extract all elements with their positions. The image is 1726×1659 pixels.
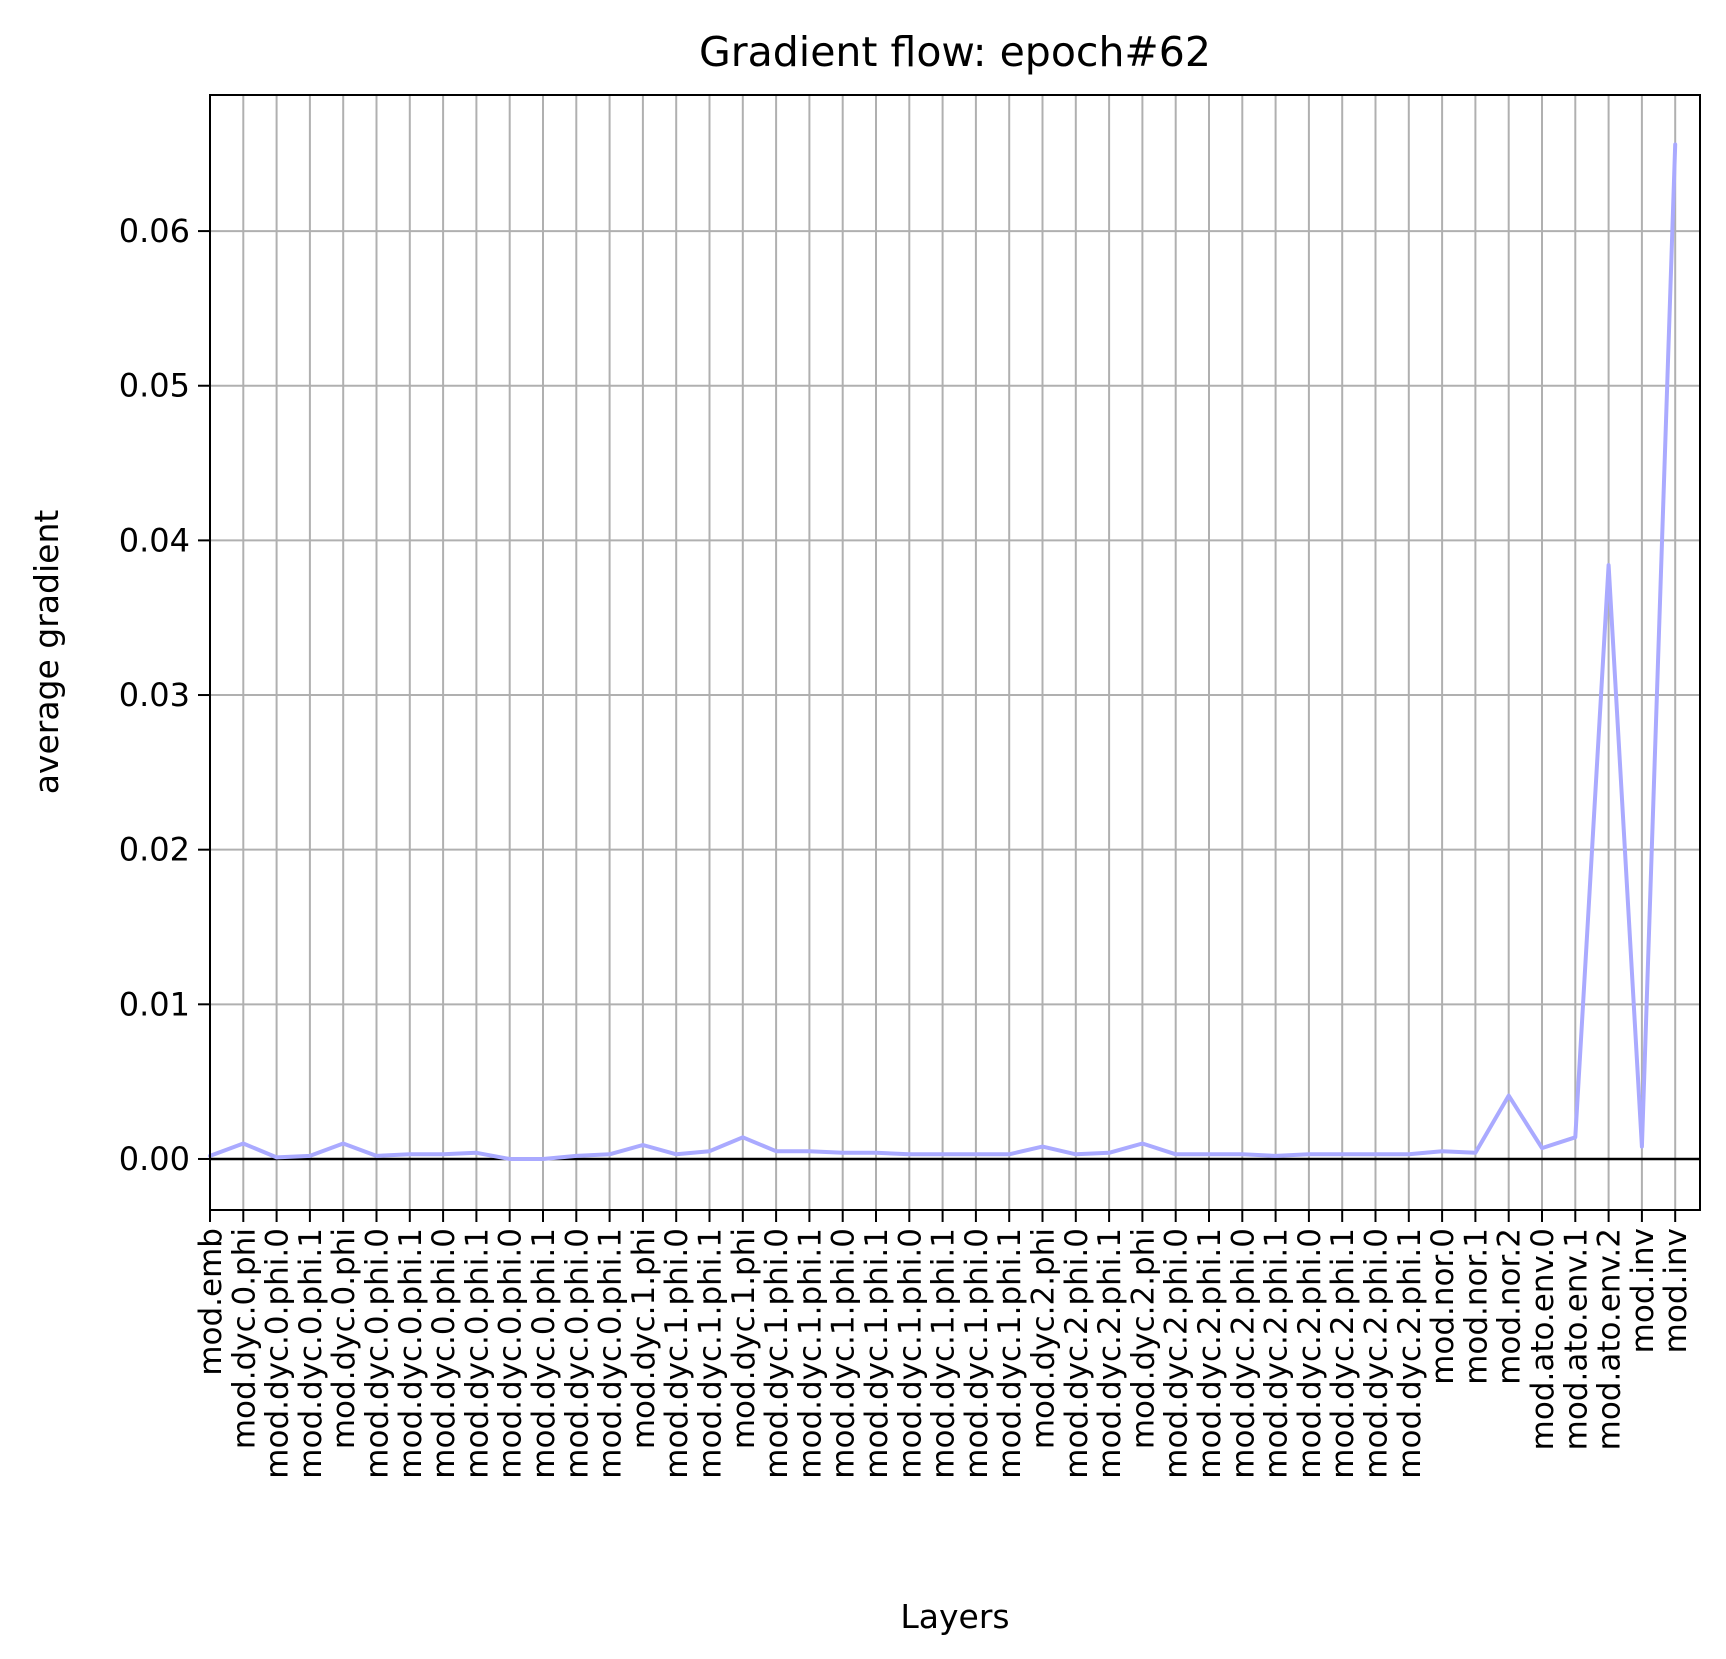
x-tick-label: mod.dyc.0.phi.0 xyxy=(559,1228,595,1479)
x-tick-label: mod.dyc.1.phi.1 xyxy=(792,1228,828,1479)
x-tick-label: mod.dyc.0.phi.1 xyxy=(293,1228,329,1479)
x-tick-label: mod.inv xyxy=(1658,1228,1694,1353)
x-tick-label: mod.dyc.1.phi xyxy=(726,1228,762,1449)
x-tick-label: mod.dyc.1.phi xyxy=(626,1228,662,1449)
x-tick-label: mod.dyc.2.phi xyxy=(1026,1228,1062,1449)
x-tick-label: mod.dyc.0.phi.0 xyxy=(360,1228,396,1479)
y-tick-label: 0.04 xyxy=(119,521,190,559)
x-tick-label: mod.dyc.1.phi.1 xyxy=(992,1228,1028,1479)
x-tick-label: mod.ato.env.0 xyxy=(1525,1228,1561,1450)
x-tick-label: mod.dyc.1.phi.0 xyxy=(959,1228,995,1479)
gradient-series-line xyxy=(208,142,1678,1161)
x-tick-label: mod.dyc.0.phi.1 xyxy=(393,1228,429,1479)
x-tick-label: mod.dyc.2.phi.1 xyxy=(1092,1228,1128,1479)
x-tick-label: mod.dyc.0.phi xyxy=(326,1228,362,1449)
y-tick-label: 0.01 xyxy=(119,985,190,1023)
series-layer xyxy=(208,142,1678,1161)
x-tick-label: mod.dyc.1.phi.1 xyxy=(693,1228,729,1479)
x-tick-label: mod.dyc.2.phi.1 xyxy=(1192,1228,1228,1479)
x-tick-label: mod.dyc.1.phi.1 xyxy=(859,1228,895,1479)
x-tick-label: mod.emb xyxy=(193,1228,229,1376)
x-tick-label: mod.dyc.0.phi.0 xyxy=(493,1228,529,1479)
y-tick-label: 0.02 xyxy=(119,831,190,869)
y-tick-label: 0.06 xyxy=(119,212,190,250)
y-tick-layer: 0.00 0.01 0.02 0.03 0.04 0.05 0.06 xyxy=(119,212,210,1178)
x-tick-label: mod.ato.env.2 xyxy=(1592,1228,1628,1450)
x-tick-label: mod.dyc.2.phi.1 xyxy=(1325,1228,1361,1479)
x-tick-label: mod.dyc.2.phi.0 xyxy=(1225,1228,1261,1479)
x-tick-label: mod.nor.0 xyxy=(1425,1228,1461,1385)
x-tick-label: mod.dyc.1.phi.0 xyxy=(892,1228,928,1479)
x-tick-label: mod.dyc.2.phi xyxy=(1125,1228,1161,1449)
x-tick-label: mod.dyc.1.phi.1 xyxy=(926,1228,962,1479)
grid-layer xyxy=(209,95,1700,1210)
y-axis-label: average gradient xyxy=(27,510,66,795)
x-tick-label: mod.nor.2 xyxy=(1492,1228,1528,1385)
x-tick-label: mod.ato.env.1 xyxy=(1558,1228,1594,1450)
x-tick-layer: mod.embmod.dyc.0.phimod.dyc.0.phi.0mod.d… xyxy=(193,1210,1694,1479)
x-axis-label: Layers xyxy=(900,1597,1009,1636)
x-tick-label: mod.dyc.2.phi.0 xyxy=(1292,1228,1328,1479)
x-tick-label: mod.dyc.0.phi.1 xyxy=(459,1228,495,1479)
chart-title: Gradient flow: epoch#62 xyxy=(699,28,1211,76)
x-tick-label: mod.dyc.2.phi.0 xyxy=(1359,1228,1395,1479)
x-tick-label: mod.dyc.0.phi.1 xyxy=(593,1228,629,1479)
x-tick-label: mod.dyc.2.phi.0 xyxy=(1159,1228,1195,1479)
x-tick-label: mod.dyc.1.phi.0 xyxy=(826,1228,862,1479)
x-tick-label: mod.dyc.2.phi.0 xyxy=(1059,1228,1095,1479)
x-tick-label: mod.dyc.0.phi xyxy=(226,1228,262,1449)
x-tick-label: mod.dyc.1.phi.0 xyxy=(659,1228,695,1479)
x-tick-label: mod.inv xyxy=(1625,1228,1661,1353)
x-tick-label: mod.dyc.1.phi.0 xyxy=(759,1228,795,1479)
x-tick-label: mod.dyc.0.phi.0 xyxy=(426,1228,462,1479)
y-tick-label: 0.03 xyxy=(119,676,190,714)
x-tick-label: mod.nor.1 xyxy=(1458,1228,1494,1385)
y-tick-label: 0.05 xyxy=(119,367,190,405)
y-tick-label: 0.00 xyxy=(119,1140,190,1178)
x-tick-label: mod.dyc.2.phi.1 xyxy=(1392,1228,1428,1479)
x-tick-label: mod.dyc.0.phi.0 xyxy=(260,1228,296,1479)
x-tick-label: mod.dyc.2.phi.1 xyxy=(1259,1228,1295,1479)
plot-frame xyxy=(209,94,1701,1211)
x-tick-label: mod.dyc.0.phi.1 xyxy=(526,1228,562,1479)
